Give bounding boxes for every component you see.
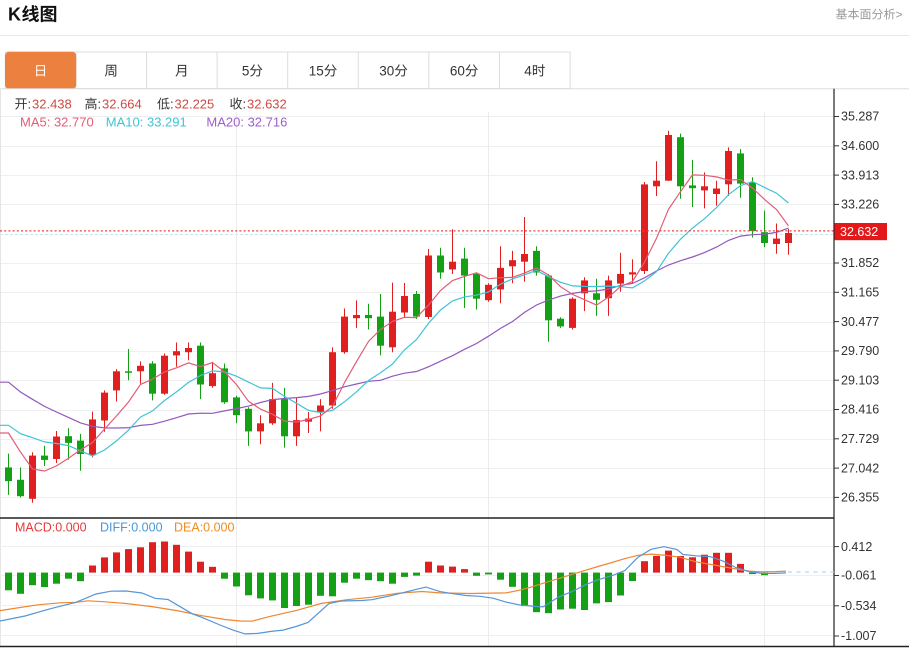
svg-text:5: 5 [316,64,324,79]
svg-text:0.412: 0.412 [841,540,872,554]
svg-text:33.226: 33.226 [841,198,879,212]
svg-text:27.729: 27.729 [841,432,879,446]
svg-text:DEA:0.000: DEA:0.000 [174,521,235,535]
svg-text:1: 1 [309,64,317,79]
svg-text:32.664: 32.664 [102,97,142,112]
svg-text::: : [98,97,102,112]
svg-text:32.632: 32.632 [247,97,287,112]
svg-text::: : [170,97,174,112]
svg-text:MA20: 32.716: MA20: 32.716 [206,115,287,130]
svg-text:>: > [896,8,903,22]
svg-text:32.632: 32.632 [840,225,878,239]
svg-text:26.355: 26.355 [841,491,879,505]
svg-text:35.287: 35.287 [841,110,879,124]
svg-text:K: K [8,5,21,25]
svg-text:31.852: 31.852 [841,256,879,270]
svg-text:-0.534: -0.534 [841,599,876,613]
svg-text::: : [243,97,247,112]
svg-text:34.600: 34.600 [841,139,879,153]
svg-text:MA10: 33.291: MA10: 33.291 [106,115,187,130]
svg-text:28.416: 28.416 [841,403,879,417]
svg-text:27.042: 27.042 [841,461,879,475]
svg-text:6: 6 [450,64,458,79]
svg-text::: : [28,97,32,112]
svg-text:32.225: 32.225 [175,97,215,112]
svg-text:5: 5 [242,64,250,79]
svg-text:3: 3 [379,64,387,79]
svg-text:DIFF:0.000: DIFF:0.000 [100,521,163,535]
svg-text:MACD:0.000: MACD:0.000 [15,521,87,535]
svg-text:4: 4 [524,64,532,79]
svg-text:31.165: 31.165 [841,286,879,300]
svg-text:29.790: 29.790 [841,344,879,358]
svg-text:-0.061: -0.061 [841,569,876,583]
svg-text:30.477: 30.477 [841,315,879,329]
svg-text:29.103: 29.103 [841,373,879,387]
svg-text:0: 0 [387,64,395,79]
svg-text:33.913: 33.913 [841,168,879,182]
svg-text:-1.007: -1.007 [841,629,876,643]
svg-text:32.438: 32.438 [32,97,72,112]
svg-text:0: 0 [457,64,465,79]
svg-text:MA5: 32.770: MA5: 32.770 [20,115,94,130]
